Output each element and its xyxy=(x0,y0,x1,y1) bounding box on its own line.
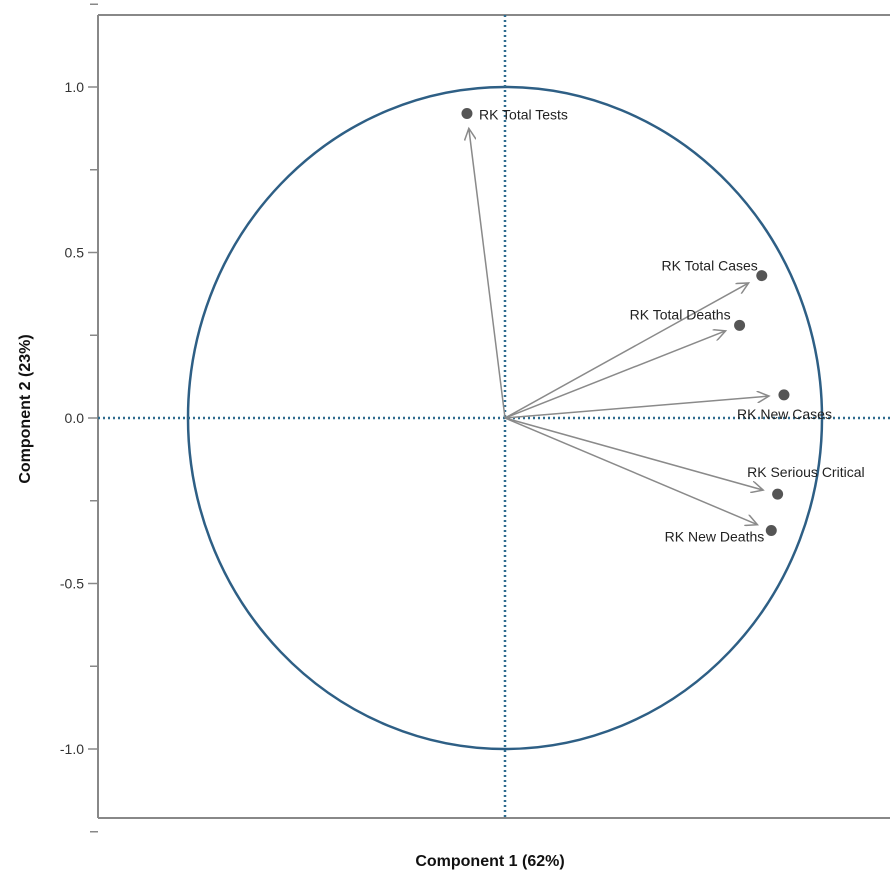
x-axis-title: Component 1 (62%) xyxy=(415,853,564,870)
data-point xyxy=(772,488,784,500)
data-point xyxy=(756,270,768,282)
point-label: RK New Deaths xyxy=(665,529,765,545)
loading-arrow xyxy=(504,283,749,419)
point-label: RK Total Deaths xyxy=(630,306,731,322)
loading-arrow xyxy=(504,417,757,525)
y-axis-title: Component 2 (23%) xyxy=(17,334,34,483)
loading-arrow xyxy=(469,128,506,419)
data-point xyxy=(461,107,473,119)
y-ticks: 1.0 0.5 0.0 -0.5 -1.0 xyxy=(60,3,98,833)
point-label: RK New Cases xyxy=(737,406,832,422)
x-axis xyxy=(98,14,890,819)
y-tick-label: 1.0 xyxy=(65,79,85,95)
data-point xyxy=(765,525,777,537)
data-point xyxy=(734,319,746,331)
loading-arrow xyxy=(504,331,726,419)
point-label: RK Total Tests xyxy=(479,106,568,122)
y-axis: 1.0 0.5 0.0 -0.5 -1.0 xyxy=(60,3,99,833)
loading-arrow xyxy=(504,417,763,490)
y-tick-label: -1.0 xyxy=(60,741,84,757)
data-point xyxy=(778,389,790,401)
y-tick-label: 0.0 xyxy=(65,410,85,426)
loading-arrow xyxy=(504,396,769,419)
point-label: RK Serious Critical xyxy=(747,464,864,480)
plot-area: RK Total Tests RK Total Cases RK Total Dea… xyxy=(98,15,890,818)
y-tick-label: 0.5 xyxy=(65,245,85,261)
point-label: RK Total Cases xyxy=(662,258,758,274)
y-tick-label: -0.5 xyxy=(60,576,84,592)
